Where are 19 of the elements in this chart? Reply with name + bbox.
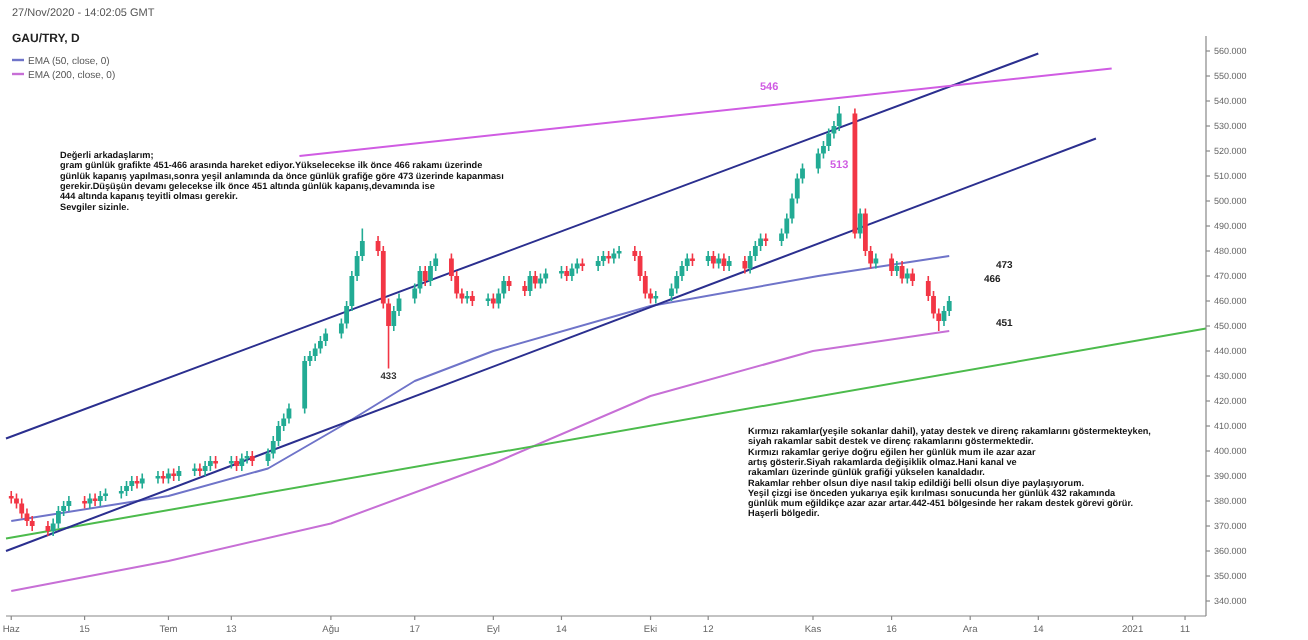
candlestick <box>428 260 433 287</box>
candlestick <box>889 252 894 277</box>
candlestick <box>244 450 250 465</box>
candlestick <box>857 207 863 240</box>
candlestick <box>155 470 161 485</box>
candlestick <box>653 290 659 305</box>
candlestick <box>56 505 61 530</box>
candlestick <box>422 265 428 287</box>
candlestick <box>160 470 166 485</box>
candlestick <box>836 105 842 132</box>
candlestick <box>815 147 821 175</box>
candlestick <box>8 490 14 505</box>
candlestick <box>464 290 470 305</box>
candlestick <box>302 355 308 415</box>
candlestick <box>134 475 140 490</box>
candlestick <box>826 127 832 152</box>
candlestick <box>616 245 622 260</box>
candlestick <box>118 485 124 500</box>
candlestick <box>19 497 25 520</box>
